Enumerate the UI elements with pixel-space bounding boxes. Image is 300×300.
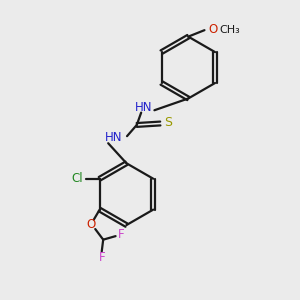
Text: HN: HN: [134, 101, 152, 114]
Text: S: S: [165, 116, 172, 129]
Text: HN: HN: [104, 131, 122, 144]
Text: F: F: [118, 228, 125, 241]
Text: CH₃: CH₃: [219, 25, 240, 34]
Text: O: O: [86, 218, 96, 231]
Text: O: O: [208, 23, 217, 36]
Text: Cl: Cl: [71, 172, 83, 185]
Text: F: F: [99, 251, 105, 264]
